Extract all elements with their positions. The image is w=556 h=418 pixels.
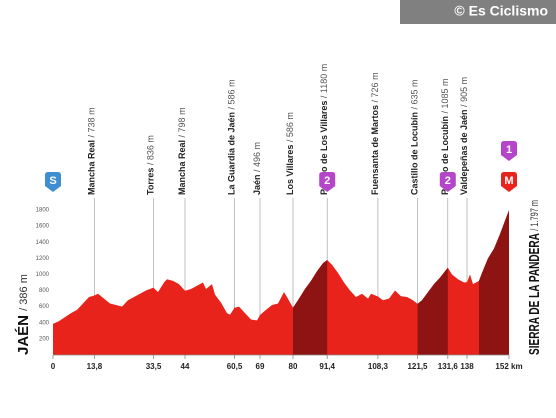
badge-label: 1 [506, 144, 512, 156]
place-name: JAÉN [15, 315, 32, 355]
waypoint-label: Castillo de Locubín / 635 m [410, 79, 420, 195]
x-tick-label: 69 [256, 362, 265, 371]
x-tick-label: 80 [289, 362, 298, 371]
waypoint-detail: / 586 m [227, 79, 237, 109]
x-tick-label: 121,5 [407, 362, 428, 371]
place-detail: / 1.797 m [529, 200, 541, 231]
x-tick-label: 91,4 [319, 362, 335, 371]
y-tick-label: 600 [39, 304, 50, 310]
badge [319, 172, 336, 192]
waypoint-detail: / 836 m [146, 135, 156, 165]
badge [439, 172, 456, 192]
badge-label: S [49, 175, 56, 187]
waypoint-detail: / 586 m [285, 112, 295, 142]
climb-area [293, 259, 328, 355]
waypoint-label: Jaén / 496 m [252, 142, 262, 195]
credit: © Es Ciclismo [454, 3, 548, 19]
y-tick-label: 400 [39, 320, 50, 326]
credit-bar [400, 0, 556, 24]
badge-label: 2 [324, 175, 330, 187]
place-name: SIERRA DE LA PANDERA [526, 233, 543, 355]
waypoint-name: La Guardia de Jaén [227, 112, 237, 195]
y-tick-label: 1400 [36, 240, 50, 246]
waypoint-name: Los Villares [285, 145, 295, 195]
y-tick-label: 1800 [36, 208, 50, 214]
place-label: SIERRA DE LA PANDERA / 1.797 m [526, 200, 543, 355]
waypoint-name: Valdepeñas de Jaén [459, 109, 469, 195]
waypoint-label: Torres / 836 m [146, 135, 156, 195]
badge [45, 172, 61, 192]
y-tick-label: 1600 [36, 224, 50, 230]
x-tick-label: 44 [181, 362, 190, 371]
waypoint-detail: / 496 m [252, 142, 262, 172]
waypoint-name: Castillo de Locubín [410, 112, 420, 195]
badge [501, 172, 517, 192]
waypoint-detail: / 635 m [410, 79, 420, 109]
x-tick-label: 0 [51, 362, 56, 371]
y-tick-label: 1000 [36, 272, 50, 278]
waypoint-label: Los Villares / 586 m [285, 112, 295, 195]
x-tick-label: 33,5 [146, 362, 162, 371]
waypoint-detail: / 798 m [177, 107, 187, 137]
badge [501, 141, 517, 161]
place-label: JAÉN / 386 m [15, 274, 32, 355]
badge-label: M [504, 175, 513, 187]
y-tick-label: 200 [39, 336, 50, 342]
waypoint-label: Mancha Real / 738 m [87, 107, 97, 195]
y-tick-label: 800 [39, 288, 50, 294]
waypoint-label: Puerto de Los Villares / 1180 m [320, 64, 330, 195]
waypoint-name: Torres [146, 168, 156, 195]
waypoint-label: Mancha Real / 798 m [177, 107, 187, 195]
waypoint-detail: / 738 m [87, 107, 97, 137]
waypoint-name: Puerto de Locubín [440, 116, 450, 195]
waypoint-detail: / 1180 m [320, 64, 330, 98]
climb-area [417, 267, 448, 355]
profile-area [53, 210, 509, 355]
x-tick-label: 138 [460, 362, 474, 371]
x-tick-label: 60,5 [227, 362, 243, 371]
x-tick-label: 152 km [495, 362, 522, 371]
waypoint-label: Valdepeñas de Jaén / 905 m [459, 77, 469, 195]
waypoint-label: La Guardia de Jaén / 586 m [227, 79, 237, 195]
y-tick-label: 1200 [36, 256, 50, 262]
waypoint-label: Puerto de Locubín / 1085 m [440, 78, 450, 195]
waypoint-label: Fuensanta de Martos / 726 m [370, 72, 380, 195]
x-tick-label: 131,6 [438, 362, 459, 371]
waypoint-name: Puerto de Los Villares [320, 101, 330, 195]
place-detail: / 386 m [18, 274, 30, 311]
waypoint-name: Jaén [252, 174, 262, 195]
badge-label: 2 [445, 175, 451, 187]
waypoint-detail: / 1085 m [440, 78, 450, 113]
waypoint-name: Mancha Real [87, 140, 97, 195]
x-tick-label: 13,8 [87, 362, 103, 371]
waypoint-name: Fuensanta de Martos [370, 105, 380, 195]
waypoint-name: Mancha Real [177, 140, 187, 195]
waypoint-detail: / 726 m [370, 72, 380, 102]
climb-area [479, 210, 509, 355]
waypoint-detail: / 905 m [459, 77, 469, 107]
x-tick-label: 108,3 [368, 362, 389, 371]
